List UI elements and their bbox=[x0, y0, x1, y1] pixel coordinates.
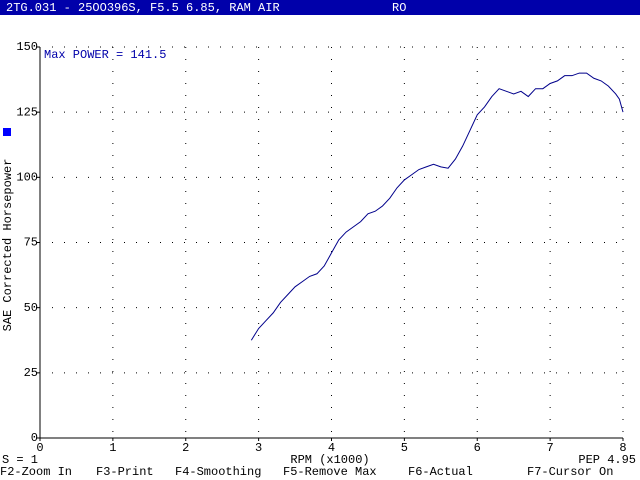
x-tick-label: 7 bbox=[547, 441, 554, 455]
status-left: S = 1 bbox=[2, 453, 38, 467]
y-tick-label: 25 bbox=[24, 366, 38, 380]
menu-item[interactable]: F7-Cursor On bbox=[527, 465, 613, 479]
chart-subtitle: RO bbox=[392, 1, 406, 15]
x-tick-label: 8 bbox=[619, 441, 626, 455]
x-tick-label: 1 bbox=[109, 441, 116, 455]
y-axis-label: SAE Corrected Horsepower bbox=[1, 159, 15, 332]
power-curve bbox=[250, 72, 624, 341]
x-tick-label: 3 bbox=[255, 441, 262, 455]
menu-item[interactable]: F6-Actual bbox=[408, 465, 473, 479]
y-tick-label: 150 bbox=[16, 40, 38, 54]
x-tick-label: 4 bbox=[328, 441, 335, 455]
y-tick-label: 100 bbox=[16, 171, 38, 185]
y-tick-label: 50 bbox=[24, 301, 38, 315]
annotation: Max POWER = 141.5 bbox=[44, 48, 166, 62]
y-tick-label: 75 bbox=[24, 236, 38, 250]
x-tick-label: 2 bbox=[182, 441, 189, 455]
x-tick-label: 6 bbox=[474, 441, 481, 455]
x-tick-label: 0 bbox=[36, 441, 43, 455]
y-tick-label: 125 bbox=[16, 105, 38, 119]
menu-item[interactable]: F3-Print bbox=[96, 465, 154, 479]
x-tick-label: 5 bbox=[401, 441, 408, 455]
chart-title: 2TG.031 - 25OO396S, F5.5 6.85, RAM AIR bbox=[6, 1, 280, 15]
status-right: PEP 4.95 bbox=[578, 453, 636, 467]
title-bar bbox=[0, 0, 640, 15]
x-axis-label: RPM (x1000) bbox=[290, 453, 369, 467]
y-tick-label: 0 bbox=[31, 431, 38, 445]
menu-item[interactable]: F2-Zoom In bbox=[0, 465, 72, 479]
menu-item[interactable]: F4-Smoothing bbox=[175, 465, 261, 479]
marker-square bbox=[3, 128, 11, 136]
menu-item[interactable]: F5-Remove Max bbox=[283, 465, 377, 479]
